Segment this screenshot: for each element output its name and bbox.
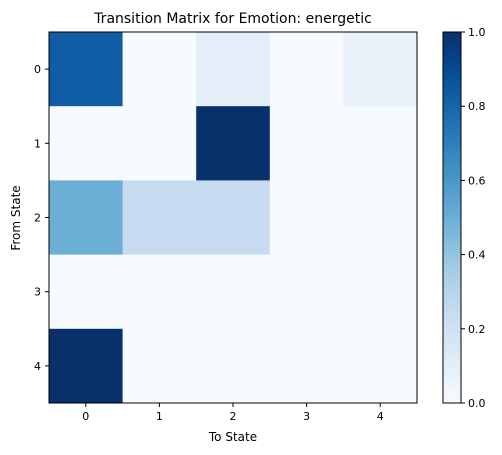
y-tick-label: 1 — [34, 137, 41, 150]
heatmap-cell — [196, 328, 271, 404]
heatmap-cells — [49, 32, 418, 404]
y-axis-ticks: 0 1 2 3 4 — [34, 63, 49, 373]
y-axis-label: From State — [9, 185, 23, 250]
colorbar — [442, 31, 462, 404]
y-tick-label: 4 — [34, 360, 41, 373]
y-tick-label: 3 — [34, 286, 41, 299]
heatmap-cell — [343, 328, 418, 404]
x-axis-label: To State — [208, 430, 257, 444]
heatmap-cell — [122, 254, 197, 330]
heatmap-cell — [196, 32, 271, 107]
heatmap-cell — [343, 106, 418, 181]
heatmap-cell — [343, 32, 418, 107]
heatmap-cell — [49, 328, 124, 404]
colorbar-ticks: 0.0 0.2 0.4 0.6 0.8 1.0 — [461, 26, 486, 410]
x-tick-label: 4 — [377, 410, 384, 423]
x-axis-ticks: 0 1 2 3 4 — [82, 403, 384, 423]
colorbar-tick-label: 0.4 — [468, 249, 486, 262]
heatmap-cell — [49, 32, 124, 107]
heatmap-cell — [343, 180, 418, 256]
heatmap-cell — [122, 32, 197, 107]
colorbar-tick-label: 0.2 — [468, 323, 486, 336]
heatmap-cell — [49, 254, 124, 330]
heatmap-cell — [196, 180, 271, 256]
heatmap-cell — [49, 180, 124, 256]
y-tick-label: 0 — [34, 63, 41, 76]
x-tick-label: 2 — [230, 410, 237, 423]
colorbar-tick-label: 0.8 — [468, 100, 486, 113]
heatmap-cell — [269, 106, 344, 181]
x-tick-label: 0 — [82, 410, 89, 423]
heatmap-cell — [122, 180, 197, 256]
colorbar-tick-label: 1.0 — [468, 26, 486, 39]
heatmap-cell — [122, 106, 197, 181]
heatmap-cell — [49, 106, 124, 181]
heatmap-cell — [343, 254, 418, 330]
heatmap-cell — [196, 254, 271, 330]
heatmap-cell — [269, 328, 344, 404]
chart-title: Transition Matrix for Emotion: energetic — [93, 11, 372, 27]
x-tick-label: 1 — [156, 410, 163, 423]
colorbar-tick-label: 0.6 — [468, 174, 486, 187]
heatmap-cell — [269, 254, 344, 330]
heatmap-cell — [196, 106, 271, 181]
heatmap-cell — [269, 32, 344, 107]
heatmap-cell — [269, 180, 344, 256]
x-tick-label: 3 — [303, 410, 310, 423]
colorbar-tick-label: 0.0 — [468, 397, 486, 410]
y-tick-label: 2 — [34, 212, 41, 225]
heatmap-cell — [122, 328, 197, 404]
